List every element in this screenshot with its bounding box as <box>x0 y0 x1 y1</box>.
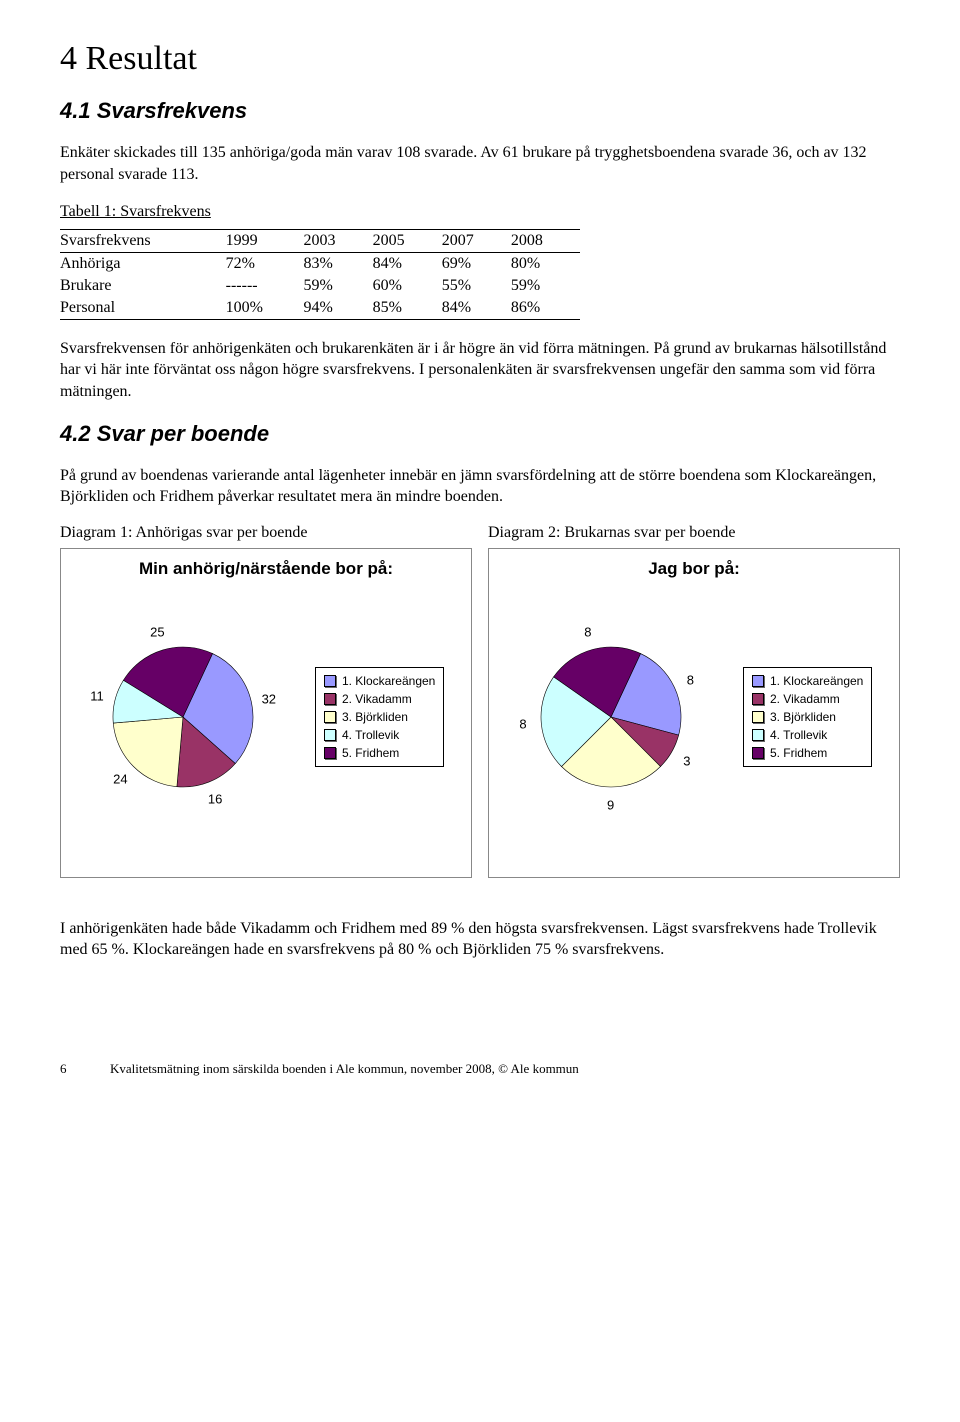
table-cell: 59% <box>304 275 373 297</box>
table-cell: Personal <box>60 297 226 320</box>
page-number: 6 <box>60 1061 80 1077</box>
table-row: Personal100%94%85%84%86% <box>60 297 580 320</box>
legend-label: 1. Klockareängen <box>342 674 435 688</box>
pie-slice-label: 9 <box>607 797 614 812</box>
table-cell: 59% <box>511 275 580 297</box>
table-cell: 60% <box>373 275 442 297</box>
table-cell: 83% <box>304 252 373 275</box>
legend-swatch <box>324 693 336 705</box>
pie-slice-label: 8 <box>519 717 526 732</box>
legend-swatch <box>324 747 336 759</box>
table-header-cell: 2003 <box>304 229 373 252</box>
legend-swatch <box>324 675 336 687</box>
section-4-1-summary: Svarsfrekvensen för anhörigenkäten och b… <box>60 338 900 403</box>
legend-label: 3. Björkliden <box>342 710 408 724</box>
legend-item: 4. Trollevik <box>752 728 863 742</box>
legend-swatch <box>752 729 764 741</box>
table-row: Brukare------59%60%55%59% <box>60 275 580 297</box>
table-cell: 55% <box>442 275 511 297</box>
legend-swatch <box>752 747 764 759</box>
pie-slice-label: 3 <box>683 753 690 768</box>
legend-item: 3. Björkliden <box>324 710 435 724</box>
section-4-2-title: 4.2 Svar per boende <box>60 421 900 447</box>
diagram-2-box: Jag bor på: 8 3 9 8 8 1. Klockareängen 2. Vik… <box>488 548 900 878</box>
diagram-2-label: Diagram 2: Brukarnas svar per boende <box>488 524 900 542</box>
legend-item: 3. Björkliden <box>752 710 863 724</box>
section-4-2-intro: På grund av boendenas varierande antal l… <box>60 465 900 508</box>
legend-label: 4. Trollevik <box>342 728 399 742</box>
pie-slice-label: 8 <box>687 672 694 687</box>
table-header-cell: 1999 <box>226 229 304 252</box>
diagram-1-box: Min anhörig/närstående bor på: 32 16 24 11 2… <box>60 548 472 878</box>
legend-label: 1. Klockareängen <box>770 674 863 688</box>
table-cell: 100% <box>226 297 304 320</box>
legend-item: 5. Fridhem <box>324 746 435 760</box>
table-header-cell: Svarsfrekvens <box>60 229 226 252</box>
legend-1: 1. Klockareängen 2. Vikadamm 3. Björkliden… <box>315 667 444 767</box>
diagram-1-label: Diagram 1: Anhörigas svar per boende <box>60 524 472 542</box>
table-cell: 80% <box>511 252 580 275</box>
legend-label: 3. Björkliden <box>770 710 836 724</box>
legend-item: 2. Vikadamm <box>324 692 435 706</box>
table-cell: Brukare <box>60 275 226 297</box>
legend-swatch <box>752 675 764 687</box>
legend-label: 5. Fridhem <box>770 746 827 760</box>
section-4-2-summary: I anhörigenkäten hade både Vikadamm och … <box>60 918 900 961</box>
legend-item: 1. Klockareängen <box>324 674 435 688</box>
pie-chart-2: 8 3 9 8 8 <box>516 622 706 812</box>
legend-label: 2. Vikadamm <box>342 692 412 706</box>
svarsfrekvens-table: Svarsfrekvens 1999 2003 2005 2007 2008 A… <box>60 229 580 320</box>
legend-item: 5. Fridhem <box>752 746 863 760</box>
legend-label: 4. Trollevik <box>770 728 827 742</box>
table-cell: 84% <box>373 252 442 275</box>
legend-item: 2. Vikadamm <box>752 692 863 706</box>
section-4-1-intro: Enkäter skickades till 135 anhöriga/goda… <box>60 142 900 185</box>
legend-item: 1. Klockareängen <box>752 674 863 688</box>
table-cell: Anhöriga <box>60 252 226 275</box>
table-cell: 94% <box>304 297 373 320</box>
diagram-2-title: Jag bor på: <box>497 559 891 579</box>
table-cell: 69% <box>442 252 511 275</box>
pie-slice-label: 11 <box>90 689 104 704</box>
pie-slice-label: 24 <box>113 771 127 786</box>
legend-swatch <box>324 711 336 723</box>
legend-2: 1. Klockareängen 2. Vikadamm 3. Björkliden… <box>743 667 872 767</box>
section-4-1-title: 4.1 Svarsfrekvens <box>60 98 900 124</box>
table-row: Anhöriga72%83%84%69%80% <box>60 252 580 275</box>
table-header-cell: 2008 <box>511 229 580 252</box>
table-cell: 86% <box>511 297 580 320</box>
page-heading: 4 Resultat <box>60 40 900 78</box>
footer-text: Kvalitetsmätning inom särskilda boenden … <box>110 1061 579 1077</box>
pie-slice-label: 25 <box>150 625 164 640</box>
pie-slice-label: 8 <box>584 624 591 639</box>
page-footer: 6 Kvalitetsmätning inom särskilda boende… <box>60 1061 900 1077</box>
legend-item: 4. Trollevik <box>324 728 435 742</box>
table-header-row: Svarsfrekvens 1999 2003 2005 2007 2008 <box>60 229 580 252</box>
pie-slice-label: 16 <box>208 791 222 806</box>
legend-swatch <box>752 693 764 705</box>
pie-chart-1: 32 16 24 11 25 <box>88 622 278 812</box>
diagram-1-title: Min anhörig/närstående bor på: <box>69 559 463 579</box>
table-cell: 84% <box>442 297 511 320</box>
table-caption: Tabell 1: Svarsfrekvens <box>60 201 900 223</box>
legend-swatch <box>324 729 336 741</box>
table-cell: ------ <box>226 275 304 297</box>
table-cell: 72% <box>226 252 304 275</box>
pie-slice-label: 32 <box>262 691 276 706</box>
legend-label: 2. Vikadamm <box>770 692 840 706</box>
table-cell: 85% <box>373 297 442 320</box>
table-header-cell: 2005 <box>373 229 442 252</box>
table-header-cell: 2007 <box>442 229 511 252</box>
legend-swatch <box>752 711 764 723</box>
legend-label: 5. Fridhem <box>342 746 399 760</box>
